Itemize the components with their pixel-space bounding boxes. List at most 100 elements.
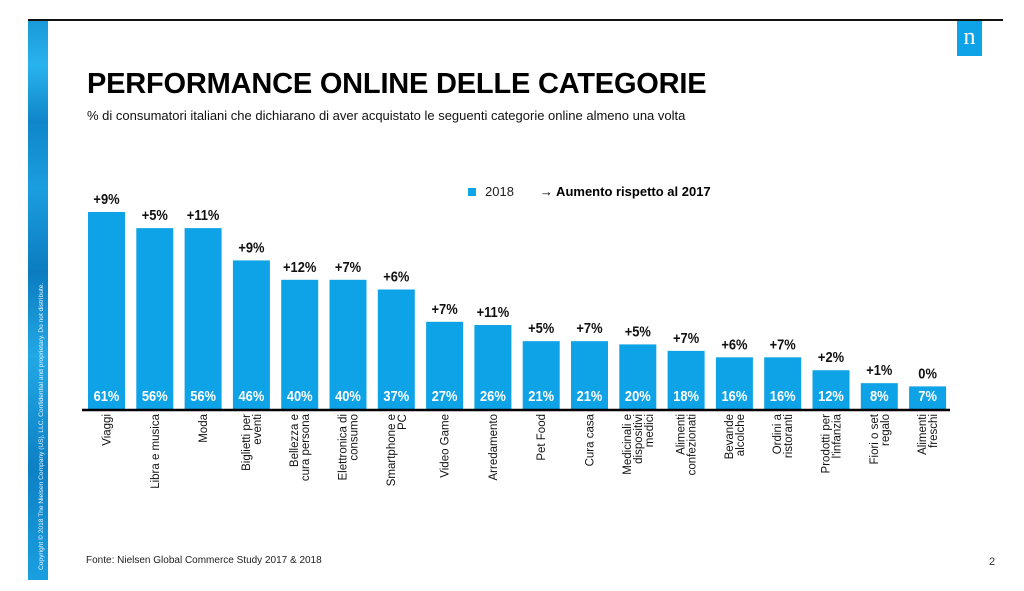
increase-label: +1% [866,361,893,378]
category-label: Smartphone e PC [386,414,409,486]
category-label-line: regalo [880,414,892,446]
bar-18 [909,386,947,409]
category-label-line: Viaggi [102,414,114,446]
category-label-line: Ordini a [772,413,784,454]
category-label-line: Moda [198,413,210,442]
increase-label: +11% [187,206,220,223]
category-label-line: cura persona [300,413,312,481]
nielsen-logo: n [957,21,982,56]
increase-label: +5% [625,322,652,339]
bar-8 [426,321,464,409]
bar-value-label: 7% [918,387,937,404]
bar-2 [136,228,174,409]
increase-label: 0% [918,364,937,381]
bar-value-label: 46% [239,387,265,404]
category-label: Moda [198,413,210,442]
bar-6 [329,279,367,409]
category-label: Prodotti per l'infanzia [821,413,844,473]
side-brand-strip [28,21,48,580]
bar-value-label: 21% [528,387,554,404]
category-label-line: ristoranti [783,414,795,458]
category-label-line: Arredamento [488,414,500,480]
chart-legend: 2018 → Aumento rispetto al 2017 [468,184,711,199]
increase-label: +12% [283,258,317,275]
bar-value-label: 37% [383,387,409,404]
bar-value-label: 56% [142,387,168,404]
category-label-line: medici [644,414,656,447]
category-label-line: Alimenti [917,414,929,455]
category-label-line: Bevande [724,414,736,459]
increase-label: +9% [238,238,265,255]
increase-label: +7% [770,335,797,352]
bar-value-label: 26% [480,387,506,404]
category-label: Alimenti confezionati [676,414,699,475]
bar-17 [860,383,898,409]
category-label-line: Smartphone e [386,414,398,486]
increase-label: +9% [93,190,120,207]
slide-subtitle: % di consumatori italiani che dichiarano… [87,108,686,123]
bar-value-label: 16% [722,387,748,404]
bar-value-label: 40% [335,387,361,404]
category-label-line: Pet Food [536,414,548,461]
category-label: Alimenti freschi [917,414,940,455]
category-label-line: confezionati [687,414,699,475]
category-label: Elettronica di consumo [338,414,361,480]
bar-5 [281,279,319,409]
category-label: Arredamento [488,414,500,480]
category-label-line: Medicinali e [622,414,634,475]
increase-label: +5% [142,206,169,223]
increase-label: +7% [432,300,459,317]
bar-value-label: 61% [94,387,120,404]
category-label-line: consumo [349,414,361,461]
bar-16 [812,370,850,409]
category-label: Viaggi [102,414,114,446]
bar-11 [571,341,608,409]
increase-label: +6% [383,268,410,285]
bar-value-label: 40% [287,387,313,404]
category-label: Libra e musica [150,413,162,488]
legend-label-2018: 2018 [485,184,514,199]
increase-label: +7% [673,329,700,346]
bar-7 [377,289,415,409]
category-label: Bevande alcolche [724,414,747,459]
page-number: 2 [989,556,996,568]
bar-value-label: 12% [818,387,844,404]
increase-label: +6% [721,335,748,352]
increase-label: +7% [576,319,603,336]
category-label-line: Fiori o set [869,413,881,464]
bar-3 [184,228,222,409]
top-rule [28,19,1003,21]
category-label: Ordini a ristoranti [772,413,795,458]
category-label-line: l'infanzia [832,413,844,458]
bar-1 [88,211,125,409]
legend-note-increase: → Aumento rispetto al 2017 [539,184,711,199]
bar-9 [474,325,512,409]
slide-title: PERFORMANCE ONLINE DELLE CATEGORIE [87,68,707,100]
bar-12 [619,344,657,409]
category-label-line: Cura casa [585,413,597,466]
category-label-line: eventi [252,414,264,445]
category-label-line: Bellezza e [289,414,301,467]
legend-swatch-2018 [468,187,476,196]
bar-value-label: 16% [770,387,796,404]
category-label-line: dispositivi [633,414,645,464]
category-label: Pet Food [536,414,548,461]
bar-value-label: 8% [870,387,889,404]
bar-4 [232,260,270,409]
bar-value-label: 27% [432,387,458,404]
bar-13 [667,350,705,409]
increase-label: +5% [528,319,555,336]
bar-15 [764,357,802,409]
category-label: Biglietti per eventi [241,414,264,471]
bar-14 [715,357,753,409]
category-label: Video Game [440,414,452,478]
increase-label: +11% [477,303,510,320]
category-label: Bellezza e cura persona [289,413,312,481]
bar-value-label: 21% [577,387,603,404]
source-note: Fonte: Nielsen Global Commerce Study 201… [86,555,322,566]
category-label: Cura casa [585,413,597,466]
category-label: Fiori o set regalo [869,413,892,464]
category-label-line: PC [397,414,409,430]
increase-label: +7% [335,258,362,275]
